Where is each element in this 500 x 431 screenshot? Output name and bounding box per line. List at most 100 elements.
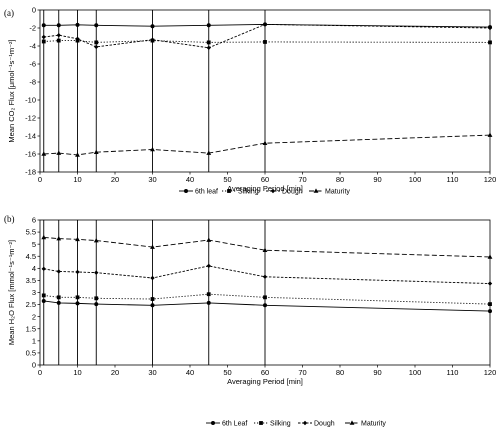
legend-item: Maturity <box>309 188 350 196</box>
x-tick-label: 50 <box>223 368 231 377</box>
series-dough <box>41 263 493 286</box>
legend-item: Dough <box>298 421 335 428</box>
data-point <box>206 23 211 28</box>
legend-label: Dough <box>314 421 335 428</box>
y-tick-label: 6 <box>32 216 36 225</box>
legend-marker <box>227 189 231 193</box>
data-point <box>94 270 99 275</box>
data-point <box>56 23 61 28</box>
data-point <box>487 25 493 31</box>
y-tick-label: 3.5 <box>26 276 36 285</box>
series-line <box>43 23 491 28</box>
series-line <box>43 300 491 312</box>
series-6th-leaf <box>41 298 492 314</box>
y-tick-label: -10 <box>25 96 36 105</box>
chart-panel-2: 00.511.522.533.544.555.560 10 20 30 40 50 60 70… <box>4 214 496 428</box>
data-point <box>56 295 61 300</box>
data-point <box>206 300 211 305</box>
data-point <box>56 236 62 241</box>
data-point <box>487 132 493 137</box>
y-tick-label: -6 <box>29 60 36 69</box>
y-tick-label: 1 <box>32 336 36 345</box>
legend-label: Silking <box>238 189 259 196</box>
series-dough <box>41 22 493 50</box>
legend-marker <box>184 189 188 193</box>
data-point <box>75 22 80 27</box>
series-silking <box>41 38 492 45</box>
y-tick-label: 0.5 <box>26 349 36 358</box>
x-tick-label: 0 <box>38 175 42 184</box>
data-point <box>150 244 155 249</box>
data-point <box>487 281 493 286</box>
x-tick-label: 110 <box>447 175 459 184</box>
legend-marker <box>313 188 319 193</box>
data-point <box>75 295 80 300</box>
data-point <box>75 301 80 306</box>
data-point <box>206 40 211 45</box>
data-point <box>94 40 99 45</box>
series-line <box>43 236 491 258</box>
x-tick-label: 80 <box>336 368 344 377</box>
x-tick-label: 30 <box>148 368 156 377</box>
data-point <box>262 140 268 145</box>
y-tick-label: -4 <box>29 42 36 51</box>
panel-label: (a) <box>4 8 14 18</box>
series-line <box>43 23 491 49</box>
data-point <box>206 150 212 155</box>
data-point <box>206 292 211 297</box>
series-maturity <box>41 234 493 259</box>
data-point <box>150 275 155 281</box>
x-tick-label: 100 <box>409 368 422 377</box>
data-point <box>93 237 99 243</box>
legend-label: 6th leaf <box>195 189 218 196</box>
x-tick-label: 90 <box>373 368 381 377</box>
x-tick-label: 0 <box>38 368 42 377</box>
legend-item: Dough <box>266 189 303 196</box>
data-point <box>56 269 61 274</box>
data-point <box>150 303 155 308</box>
data-point <box>263 40 267 44</box>
x-tick-label: 60 <box>261 368 269 377</box>
legend-marker <box>302 420 308 426</box>
x-tick-label: 110 <box>447 368 459 377</box>
data-point <box>150 37 155 42</box>
legend-marker <box>270 188 276 194</box>
y-tick-label: 4 <box>32 264 36 273</box>
x-axis-title: Averaging Period [min] <box>227 377 303 386</box>
data-point <box>488 302 492 306</box>
series-silking <box>41 292 492 306</box>
data-point <box>41 298 46 303</box>
y-tick-label: -18 <box>25 168 36 177</box>
legend-marker <box>349 420 355 425</box>
x-tick-label: 40 <box>186 368 194 377</box>
legend-item: Silking <box>254 421 291 428</box>
x-tick-label: 120 <box>484 175 497 184</box>
x-tick-label: 100 <box>409 175 422 184</box>
panel-label: (b) <box>4 214 15 224</box>
data-point <box>206 263 211 269</box>
data-point <box>206 237 212 242</box>
x-tick-label: 20 <box>111 175 119 184</box>
legend-label: Maturity <box>361 421 386 428</box>
y-tick-label: 5.5 <box>26 228 36 237</box>
data-point <box>487 254 493 259</box>
data-point <box>263 303 267 308</box>
data-point <box>41 293 46 298</box>
x-tick-label: 10 <box>73 368 81 377</box>
data-point <box>75 36 80 41</box>
data-point <box>150 297 155 301</box>
data-point <box>263 295 267 300</box>
data-point <box>94 296 99 301</box>
y-tick-label: -8 <box>29 78 36 87</box>
data-point <box>94 23 99 28</box>
legend-item: Maturity <box>345 420 386 428</box>
data-point <box>75 152 80 157</box>
legend-label: Silking <box>270 421 291 428</box>
data-point <box>41 151 47 156</box>
legend-item: Silking <box>222 189 259 196</box>
series-maturity <box>41 132 493 157</box>
data-point <box>41 234 47 240</box>
y-tick-label: 2 <box>32 312 36 321</box>
data-point <box>41 34 46 40</box>
data-point <box>41 39 46 44</box>
